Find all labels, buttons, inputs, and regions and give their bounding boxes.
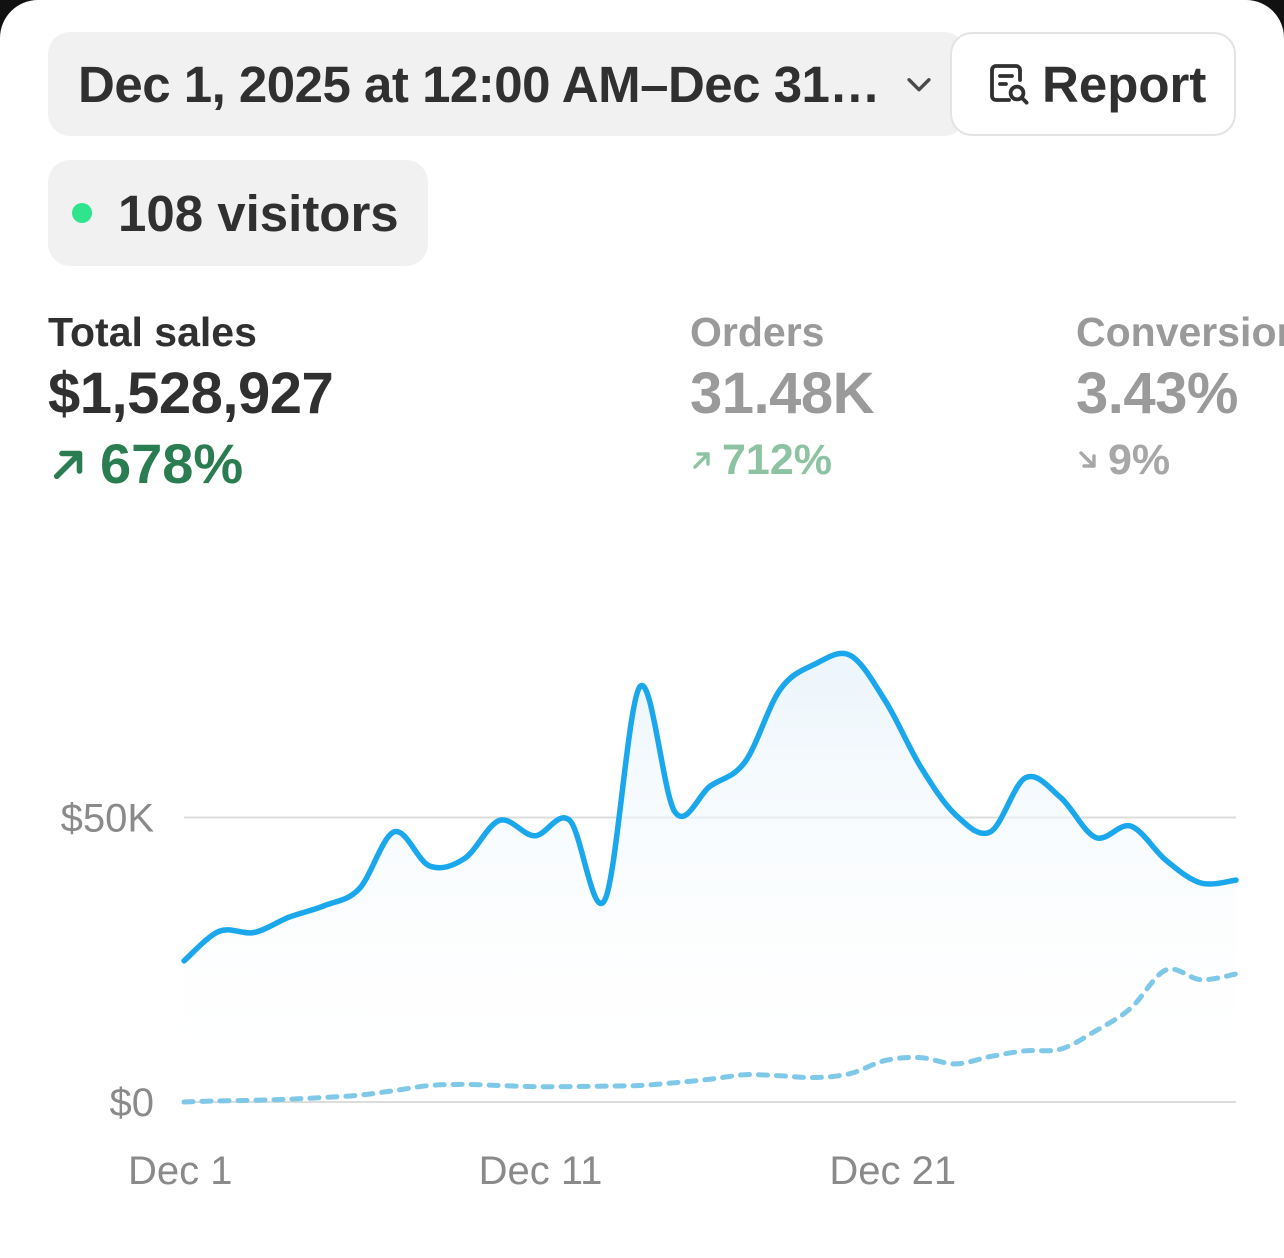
- comparison-point: [212, 1094, 226, 1108]
- metric-change: 678%: [48, 430, 333, 498]
- arrow-up-right-icon: [693, 452, 710, 469]
- comparison-point: [563, 1080, 577, 1094]
- comparison-point: [773, 1069, 787, 1083]
- sales-point: [1193, 875, 1209, 891]
- metric-conversion-rate[interactable]: Conversion rate 3.43% 9%: [1076, 306, 1284, 490]
- comparison-point: [458, 1077, 472, 1091]
- sales-point: [386, 824, 402, 840]
- metric-total-sales[interactable]: Total sales $1,528,927 678%: [48, 306, 334, 498]
- comparison-point: [177, 1095, 191, 1109]
- sales-point: [877, 693, 893, 709]
- sales-point: [562, 812, 578, 828]
- metric-label: Total sales: [48, 309, 257, 355]
- x-tick-label: Dec 21: [829, 1149, 956, 1193]
- sales-point: [1088, 829, 1104, 845]
- sales-point: [702, 778, 718, 794]
- comparison-point: [843, 1067, 857, 1081]
- report-search-icon: [990, 64, 1029, 105]
- comparison-series-line: [181, 966, 1239, 1105]
- comparison-point: [247, 1093, 261, 1107]
- comparison-point: [1229, 967, 1243, 981]
- comparison-point: [1089, 1024, 1103, 1038]
- sales-area-fill: [184, 653, 1236, 1102]
- sales-point: [1158, 852, 1174, 868]
- metric-change-value: 678%: [100, 432, 244, 495]
- comparison-point: [808, 1071, 822, 1085]
- sales-point: [246, 924, 262, 940]
- metric-value: $1,528,927: [48, 361, 334, 426]
- sales-point: [457, 851, 473, 867]
- comparison-point: [633, 1079, 647, 1093]
- comparison-point: [984, 1049, 998, 1063]
- date-range-picker[interactable]: Dec 1, 2025 at 12:00 AM–Dec 31, 2025 at …: [48, 32, 966, 136]
- comparison-point: [528, 1080, 542, 1094]
- visitors-count: 108 visitors: [118, 184, 399, 242]
- sales-point: [807, 656, 823, 672]
- metric-change: 712%: [690, 430, 874, 490]
- report-button[interactable]: Report: [950, 32, 1236, 136]
- sales-point: [1228, 872, 1244, 888]
- sales-point: [421, 858, 437, 874]
- sales-point: [632, 679, 648, 695]
- sales-point: [737, 754, 753, 770]
- sales-point: [351, 881, 367, 897]
- metric-value: 31.48K: [690, 361, 875, 426]
- comparison-point: [668, 1076, 682, 1090]
- comparison-point: [738, 1068, 752, 1082]
- comparison-point: [913, 1051, 927, 1065]
- metric-change-value: 9%: [1108, 436, 1171, 484]
- sales-point: [176, 953, 192, 969]
- comparison-point: [598, 1079, 612, 1093]
- metric-orders[interactable]: Orders 31.48K 712%: [690, 306, 875, 490]
- sales-point: [527, 828, 543, 844]
- comparison-point: [493, 1079, 507, 1093]
- sales-point: [281, 909, 297, 925]
- report-button-label: Report: [1042, 55, 1207, 113]
- comparison-point: [282, 1092, 296, 1106]
- comparison-point: [1054, 1042, 1068, 1056]
- date-range-label: Dec 1, 2025 at 12:00 AM–Dec 31, 2025 at …: [78, 55, 888, 113]
- sales-point: [772, 682, 788, 698]
- y-tick-label: $50K: [61, 797, 155, 841]
- comparison-point: [422, 1079, 436, 1093]
- sales-point: [597, 892, 613, 908]
- sales-point: [912, 758, 928, 774]
- comparison-point: [317, 1090, 331, 1104]
- y-tick-label: $0: [110, 1081, 155, 1125]
- metric-label: Conversion rate: [1076, 309, 1284, 355]
- metric-change: 9%: [1076, 430, 1284, 490]
- comparison-point: [352, 1088, 366, 1102]
- live-visitors-badge[interactable]: 108 visitors: [48, 160, 428, 266]
- metric-label: Orders: [690, 309, 825, 355]
- arrow-up-right-icon: [53, 450, 83, 480]
- metric-value: 3.43%: [1076, 361, 1238, 426]
- arrow-down-right-icon: [1079, 451, 1096, 468]
- sales-point: [211, 923, 227, 939]
- chevron-down-icon: [907, 78, 931, 92]
- live-status-dot: [72, 203, 92, 223]
- sales-point: [947, 807, 963, 823]
- sales-series-line: [181, 650, 1239, 964]
- comparison-point: [703, 1072, 717, 1086]
- comparison-point: [1124, 1001, 1138, 1015]
- sales-point: [1123, 818, 1139, 834]
- comparison-point: [948, 1057, 962, 1071]
- comparison-point: [387, 1084, 401, 1098]
- comparison-point: [1194, 973, 1208, 987]
- sales-chart: $0 $50K Dec 1 Dec 11 Dec 21: [61, 647, 1244, 1193]
- sales-point: [667, 804, 683, 820]
- sales-point: [1018, 770, 1034, 786]
- x-tick-label: Dec 1: [128, 1149, 233, 1193]
- sales-point: [316, 898, 332, 914]
- metric-change-value: 712%: [722, 436, 832, 484]
- x-tick-label: Dec 11: [479, 1149, 603, 1193]
- comparison-point: [1019, 1044, 1033, 1058]
- comparison-point: [878, 1053, 892, 1067]
- sales-point: [492, 812, 508, 828]
- comparison-point: [1159, 963, 1173, 977]
- sales-point: [1053, 790, 1069, 806]
- sales-point: [983, 824, 999, 840]
- sales-point: [842, 647, 858, 663]
